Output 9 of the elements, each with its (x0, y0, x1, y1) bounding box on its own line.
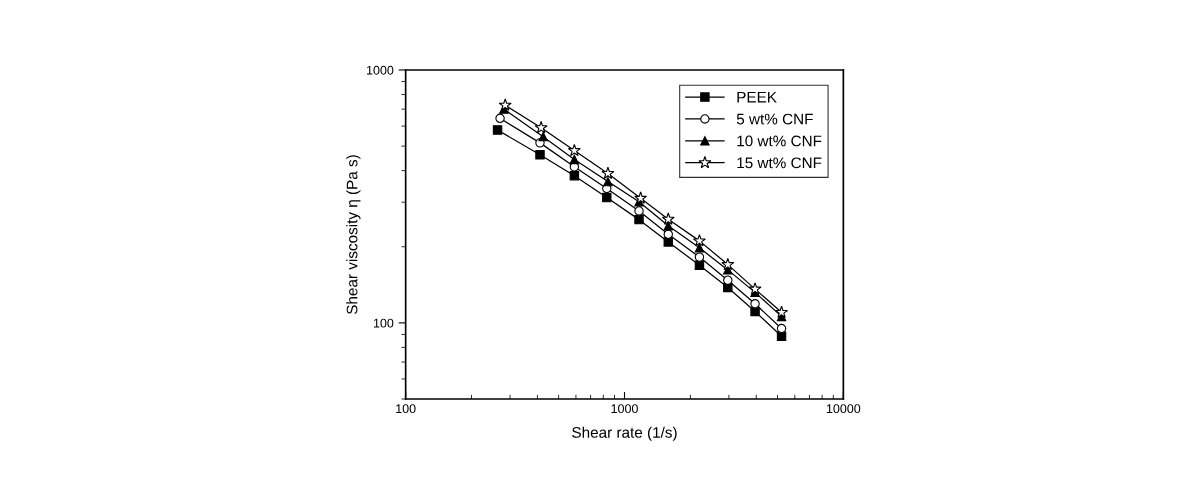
x-tick-label: 100 (396, 404, 416, 414)
x-tick-label: 10000 (826, 404, 861, 414)
x-tick-label: 1000 (611, 404, 638, 414)
legend-label: 15 wt% CNF (737, 157, 822, 169)
legend-label: PEEK (737, 91, 777, 103)
legend-label: 5 wt% CNF (736, 113, 813, 125)
x-axis-title: Shear rate (1/s) (572, 426, 677, 441)
legend-label: 10 wt% CNF (737, 135, 822, 147)
y-axis-title: Shear viscosity η (Pa s) (346, 155, 361, 315)
